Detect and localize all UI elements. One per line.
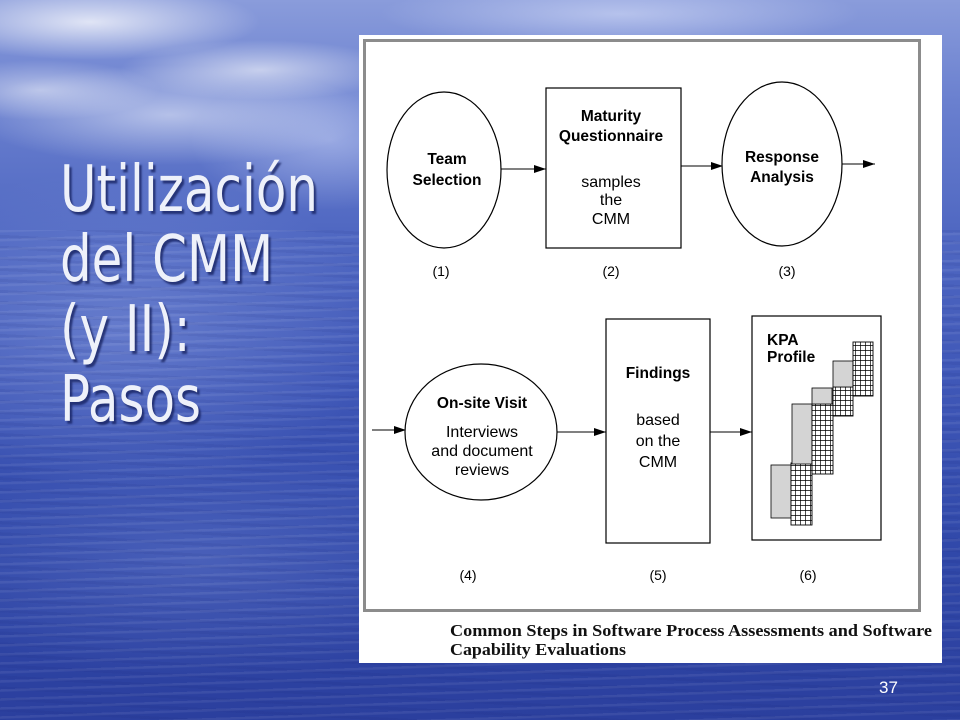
step-3-number: (3) [778,263,795,279]
step-3-heading-line-1: Response [745,149,819,166]
diagram-frame [363,39,921,612]
step-5-body-line-1: based [636,412,680,429]
step-6-heading-line-1: KPA [767,332,799,349]
step-1-heading-line-1: Team [427,151,466,168]
step-4-body-line-2: and document [431,443,533,460]
step-3-heading-line-2: Analysis [750,169,814,186]
step-2-heading-line-2: Questionnaire [559,128,664,145]
step-1-heading-line-2: Selection [413,172,482,189]
step-5-number: (5) [649,567,666,583]
kpa-profile-chart [770,341,874,526]
kpa-bar-shaded-4 [832,360,854,388]
step-2-maturity-questionnaire: Maturity Questionnaire samples the CMM (… [545,87,682,279]
kpa-bar-grid-3 [832,386,854,417]
step-6-kpa-profile: KPA Profile (6) [751,315,882,583]
kpa-bar-grid-2 [811,403,834,475]
step-3-response-analysis: Response Analysis (3) [721,81,843,279]
step-2-body-line-2: the [600,192,622,209]
diagram-caption-line-2: Capability Evaluations [450,640,626,659]
step-2-body-line-1: samples [581,174,641,191]
cmm-assessment-diagram: Team Selection (1) Maturity Questionnair… [363,39,932,659]
page-number: 37 [879,678,898,697]
step-1-ellipse [386,91,502,249]
kpa-bar-grid-4 [852,341,874,397]
kpa-bar-shaded-3 [811,387,833,405]
step-5-body-line-2: on the [636,433,681,450]
diagram-panel: Team Selection (1) Maturity Questionnair… [359,35,942,663]
title-line-2: del CMM [60,223,274,297]
step-5-body-line-3: CMM [639,454,677,471]
step-5-heading: Findings [626,365,691,382]
step-6-heading-line-2: Profile [767,349,816,366]
step-4-number: (4) [459,567,476,583]
step-1-number: (1) [432,263,449,279]
step-4-body-line-3: reviews [455,462,509,479]
step-2-heading-line-1: Maturity [581,108,642,125]
kpa-bar-grid-1 [790,462,813,526]
kpa-bar-shaded-1 [770,464,792,519]
step-2-body-line-3: CMM [592,211,630,228]
step-6-number: (6) [799,567,816,583]
slide-title: Utilización del CMM (y II): Pasos [60,155,318,435]
step-1-team-selection: Team Selection (1) [386,91,502,279]
title-line-4: Pasos [60,363,202,437]
step-4-on-site-visit: On-site Visit Interviews and document re… [404,363,558,583]
step-2-box [545,87,682,249]
diagram-caption-line-1: Common Steps in Software Process Assessm… [450,621,932,640]
step-5-findings: Findings based on the CMM (5) [605,318,711,583]
step-4-body-line-1: Interviews [446,424,518,441]
kpa-bar-shaded-2 [791,403,813,465]
title-line-1: Utilización [60,153,319,227]
step-5-box [605,318,711,544]
step-2-number: (2) [602,263,619,279]
title-line-3: (y II): [60,293,191,367]
step-4-heading: On-site Visit [437,395,527,412]
